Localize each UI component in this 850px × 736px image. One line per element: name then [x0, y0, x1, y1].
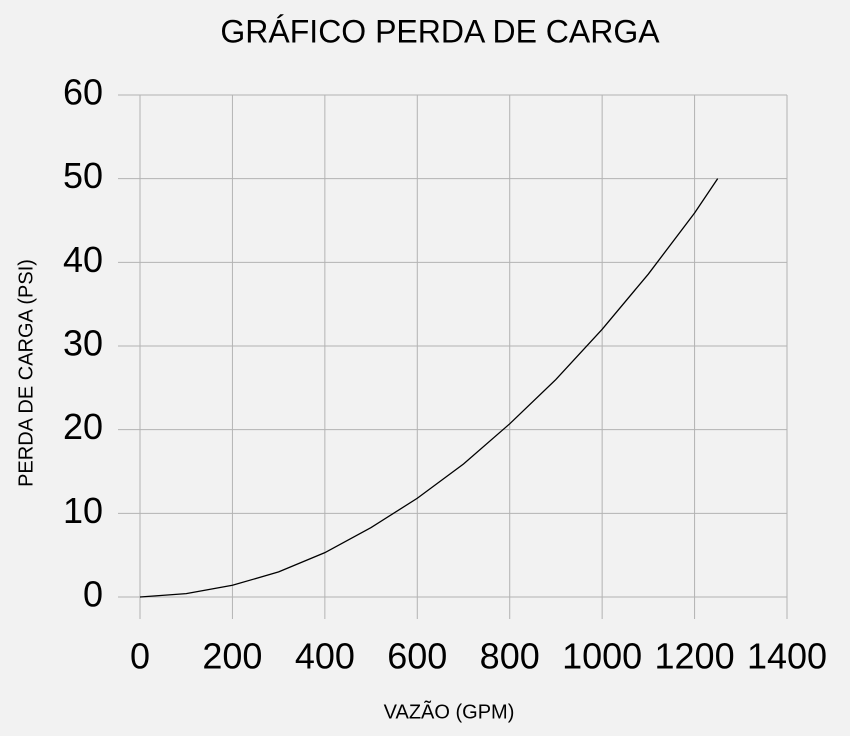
x-tick-label: 1400 [747, 636, 827, 677]
y-tick-label: 50 [63, 155, 103, 196]
y-tick-label: 30 [63, 323, 103, 364]
x-tick-label: 1000 [562, 636, 642, 677]
y-tick-label: 10 [63, 490, 103, 531]
x-axis-label: VAZÃO (GPM) [384, 699, 515, 723]
y-tick-label: 40 [63, 239, 103, 280]
x-tick-label: 1200 [655, 636, 735, 677]
x-tick-label: 800 [480, 636, 540, 677]
chart-title: GRÁFICO PERDA DE CARGA [220, 13, 660, 49]
y-axis-label: PERDA DE CARGA (PSI) [15, 259, 37, 487]
x-tick-label: 200 [202, 636, 262, 677]
x-tick-label: 0 [130, 636, 150, 677]
x-tick-label: 400 [295, 636, 355, 677]
y-tick-label: 60 [63, 72, 103, 113]
y-tick-label: 0 [83, 574, 103, 615]
x-tick-label: 600 [387, 636, 447, 677]
y-tick-label: 20 [63, 406, 103, 447]
line [139, 178, 719, 598]
